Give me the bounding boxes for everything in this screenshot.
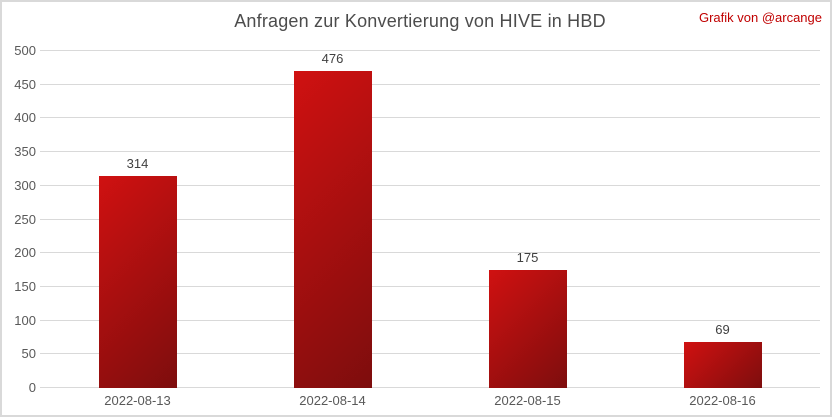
bar-group: 314 bbox=[40, 51, 235, 388]
y-axis: 0 50 100 150 200 250 300 350 400 450 500 bbox=[2, 43, 36, 395]
gridline bbox=[40, 319, 820, 321]
x-axis-label: 2022-08-15 bbox=[494, 393, 561, 408]
gridline bbox=[40, 117, 820, 119]
attribution-text: Grafik von @arcange bbox=[698, 10, 822, 25]
bar-group: 69 bbox=[625, 51, 820, 388]
gridline bbox=[40, 151, 820, 153]
gridline bbox=[40, 184, 820, 186]
gridline bbox=[40, 353, 820, 355]
y-tick-label: 350 bbox=[14, 144, 36, 160]
bar bbox=[98, 176, 177, 388]
y-tick-label: 0 bbox=[28, 380, 36, 395]
bar bbox=[683, 341, 762, 388]
y-tick-label: 100 bbox=[14, 312, 36, 328]
gridline bbox=[40, 387, 820, 388]
y-tick-label: 150 bbox=[14, 278, 36, 294]
y-tick-label: 400 bbox=[14, 110, 36, 126]
x-axis-label: 2022-08-13 bbox=[104, 393, 171, 408]
y-tick-label: 500 bbox=[14, 43, 36, 58]
gridline bbox=[40, 50, 820, 51]
gridline bbox=[40, 252, 820, 254]
y-tick-label: 200 bbox=[14, 245, 36, 261]
bar-group: 476 bbox=[235, 51, 430, 388]
bar-value-label: 175 bbox=[516, 250, 539, 266]
y-tick-label: 300 bbox=[14, 177, 36, 193]
bar-value-label: 476 bbox=[321, 51, 344, 66]
plot-area: 314 476 175 69 bbox=[40, 50, 820, 388]
x-axis-label: 2022-08-16 bbox=[689, 393, 756, 408]
bar-group: 175 bbox=[430, 51, 625, 388]
x-axis: 2022-08-13 2022-08-14 2022-08-15 2022-08-16 bbox=[40, 393, 820, 408]
x-axis-label: 2022-08-14 bbox=[299, 393, 366, 408]
gridline bbox=[40, 285, 820, 287]
y-tick-label: 50 bbox=[21, 346, 36, 362]
gridline bbox=[40, 218, 820, 220]
y-tick-label: 450 bbox=[14, 76, 36, 92]
bar bbox=[488, 270, 567, 388]
bar-value-label: 69 bbox=[715, 321, 730, 337]
y-tick-label: 250 bbox=[14, 211, 36, 227]
chart-title: Anfragen zur Konvertierung von HIVE in H… bbox=[234, 11, 606, 31]
bar-value-label: 314 bbox=[126, 156, 149, 172]
gridline bbox=[40, 83, 820, 85]
bar bbox=[293, 71, 372, 388]
bars-row: 314 476 175 69 bbox=[40, 51, 820, 388]
